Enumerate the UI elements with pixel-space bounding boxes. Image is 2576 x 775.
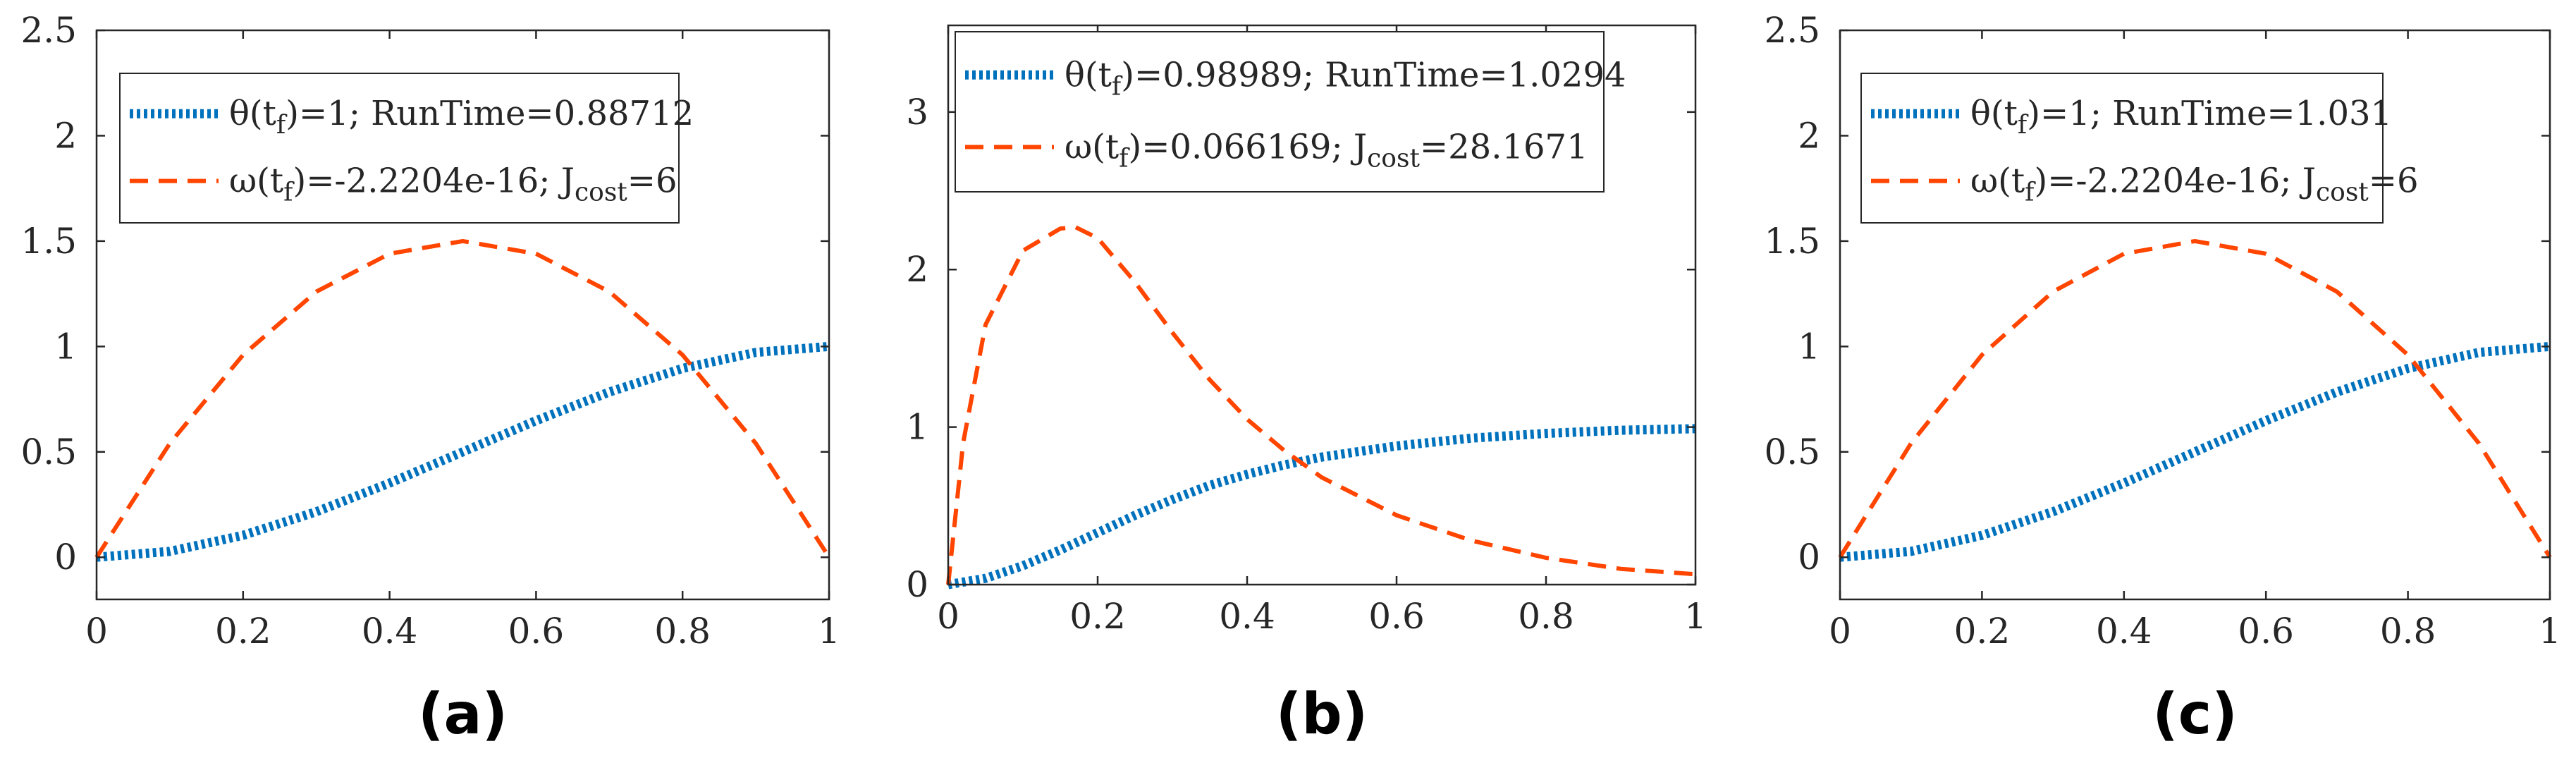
legend-text-part: ω(t: [1970, 161, 2025, 201]
legend-text-part: )=1; RunTime=1.031: [2027, 94, 2392, 133]
x-tick-label: 0.2: [1069, 596, 1126, 637]
omega-series-line: [946, 224, 1696, 585]
panel-label: (b): [1276, 681, 1368, 747]
y-tick-label: 0: [54, 537, 77, 578]
legend-text-part: ω(t: [1065, 127, 1119, 166]
legend-text-part: )=1; RunTime=0.88712: [286, 94, 694, 133]
legend-text-part: =28.1671: [1420, 127, 1588, 166]
legend-box: [955, 31, 1605, 193]
legend-text-part: θ(t: [1065, 55, 1112, 94]
x-tick-label: 1: [818, 611, 840, 652]
y-tick-label: 3: [906, 92, 928, 133]
legend-subscript: f: [2018, 111, 2029, 140]
theta-series-line: [1839, 341, 2551, 562]
legend-subscript: f: [283, 178, 295, 207]
legend-text-part: )=0.066169; J: [1128, 127, 1367, 166]
legend-text-part: θ(t: [1970, 94, 2018, 133]
x-tick-label: 0.4: [2096, 611, 2152, 652]
y-tick-label: 2.5: [1764, 10, 1820, 51]
x-tick-label: 0.6: [1368, 596, 1425, 637]
theta-series-line: [947, 424, 1696, 590]
x-tick-label: 0.4: [1219, 596, 1275, 637]
x-tick-label: 0: [1829, 611, 1851, 652]
omega-legend-label: ω(tf)=-2.2204e-16; Jcost=6: [1970, 161, 2419, 207]
theta-legend-label: θ(tf)=1; RunTime=0.88712: [229, 94, 694, 140]
y-tick-label: 0: [1798, 537, 1820, 578]
y-tick-label: 1: [1798, 326, 1820, 367]
legend-subscript: f: [1119, 144, 1130, 173]
x-tick-label: 0: [85, 611, 108, 652]
omega-series-line: [1838, 238, 2552, 559]
legend-text-part: )=0.98989; RunTime=1.0294: [1121, 55, 1626, 94]
legend-subscript: cost: [575, 178, 627, 207]
x-tick-label: 0.6: [508, 611, 565, 652]
x-tick-label: 0.8: [654, 611, 711, 652]
omega-series-line: [94, 238, 831, 559]
panel-label: (a): [418, 681, 508, 747]
omega-legend-label: ω(tf)=-2.2204e-16; Jcost=6: [229, 161, 677, 207]
theta-series-line: [96, 341, 830, 562]
axes-frame: [95, 29, 830, 601]
legend-subscript: f: [2025, 178, 2036, 207]
y-tick-label: 0: [906, 564, 928, 605]
y-tick-label: 1: [54, 326, 77, 367]
legend-subscript: f: [1112, 72, 1123, 101]
theta-legend-label: θ(tf)=1; RunTime=1.031: [1970, 94, 2392, 140]
x-tick-label: 0.8: [2380, 611, 2436, 652]
x-tick-label: 1: [1684, 596, 1707, 637]
x-tick-label: 0.8: [1518, 596, 1574, 637]
legend-subscript: cost: [1367, 144, 1420, 173]
legend-box: [1860, 73, 2384, 224]
legend-subscript: cost: [2316, 178, 2369, 207]
y-tick-label: 2: [54, 115, 77, 156]
y-tick-label: 0.5: [20, 432, 77, 472]
legend-text-part: )=-2.2204e-16; J: [293, 161, 575, 201]
y-tick-label: 1: [906, 407, 928, 448]
x-tick-label: 1: [2539, 611, 2561, 652]
legend-subscript: f: [276, 111, 288, 140]
chart-panel-c: 0 0.2 0.4 0.6 0.8 100.511.522.5θ(tf)=1; RunTi…: [1764, 10, 2560, 747]
x-tick-label: 0.4: [362, 611, 418, 652]
legend-text-part: =6: [627, 161, 677, 201]
legend-text-part: θ(t: [229, 94, 276, 133]
y-tick-label: 2.5: [20, 10, 77, 51]
legend-text-part: =6: [2369, 161, 2419, 201]
legend-box: [119, 73, 680, 224]
axes-frame: [947, 24, 1697, 586]
theta-legend-label: θ(tf)=0.98989; RunTime=1.0294: [1065, 55, 1626, 101]
y-tick-label: 1.5: [1764, 221, 1820, 262]
legend-text-part: ω(t: [229, 161, 283, 201]
chart-panel-a: 0 0.2 0.4 0.6 0.8 100.511.522.5θ(tf)=1; RunTi…: [20, 10, 840, 747]
x-tick-label: 0.2: [1954, 611, 2011, 652]
x-tick-label: 0.6: [2238, 611, 2294, 652]
y-tick-label: 1.5: [20, 221, 77, 262]
y-tick-label: 2: [1798, 115, 1820, 156]
y-tick-label: 0.5: [1764, 432, 1820, 472]
x-tick-label: 0.2: [215, 611, 271, 652]
x-tick-label: 0: [937, 596, 959, 637]
y-tick-label: 2: [906, 249, 928, 290]
axes-frame: [1839, 29, 2551, 601]
panel-label: (c): [2152, 681, 2238, 747]
omega-legend-label: ω(tf)=0.066169; Jcost=28.1671: [1065, 127, 1588, 173]
legend-text-part: )=-2.2204e-16; J: [2034, 161, 2316, 201]
